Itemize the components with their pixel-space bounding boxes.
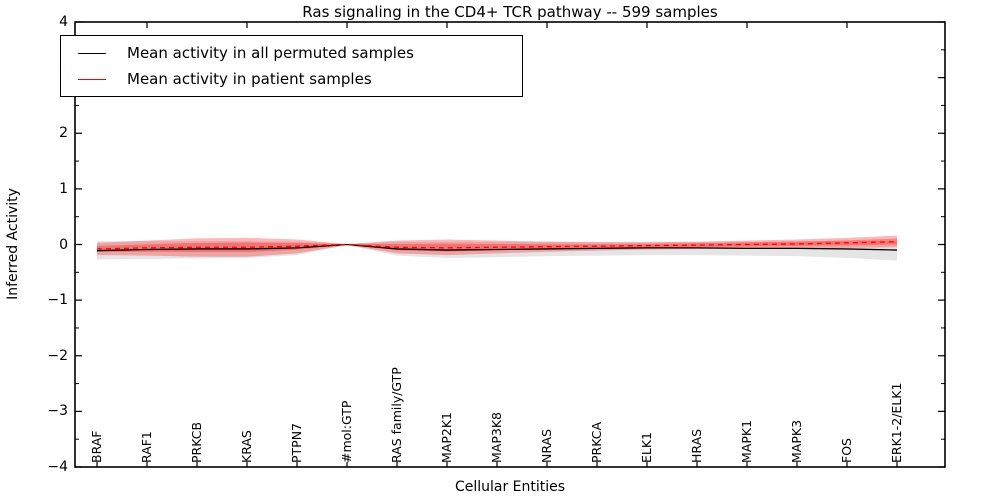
x-tick-label: MAPK1 [739,419,754,463]
x-tick-label: NRAS [539,428,554,463]
chart-title: Ras signaling in the CD4+ TCR pathway --… [302,3,718,21]
legend-label: Mean activity in patient samples [127,70,372,88]
y-tick-label: 4 [59,14,68,30]
red-line-swatch [78,78,106,80]
x-tick-label: #mol:GTP [339,400,354,463]
x-tick-label: HRAS [689,428,704,463]
patient-samples-inner-band [97,238,897,253]
y-tick-label: −1 [47,292,68,309]
legend: Mean activity in all permuted samples Me… [60,35,523,97]
legend-label: Mean activity in all permuted samples [127,44,414,62]
y-tick-label: 0 [59,236,68,253]
black-line-swatch [78,52,106,54]
y-tick-label: 2 [59,125,68,142]
y-tick-label: −3 [47,403,68,420]
y-tick-label: 1 [59,180,68,197]
x-tick-label: MAP3K8 [489,412,504,463]
legend-entry-patient: Mean activity in patient samples [61,66,522,92]
x-tick-label: PTPN7 [289,422,304,463]
mean-activity-in-patient-samples-line [96,241,898,250]
x-tick-label: ELK1 [639,431,654,463]
x-axis-label: Cellular Entities [454,479,566,495]
x-tick-label: MAPK3 [789,419,804,463]
x-tick-label: RAS family/GTP [389,367,404,463]
x-tick-label: FOS [839,438,854,463]
x-tick-label: RAF1 [139,431,154,463]
x-tick-label: PRKCA [589,421,604,463]
legend-entry-permuted: Mean activity in all permuted samples [61,40,522,66]
patient-samples-std-band [97,235,897,257]
mean-activity-in-all-permuted-samples-line [96,243,898,252]
x-tick-label: MAP2K1 [439,412,454,463]
x-tick-label: BRAF [89,430,104,464]
y-tick-label: −4 [47,459,68,475]
x-tick-label: KRAS [239,430,254,463]
y-tick-label: −2 [47,347,68,364]
x-tick-label: PRKCB [189,421,204,463]
x-tick-label: ERK1-2/ELK1 [889,382,904,463]
